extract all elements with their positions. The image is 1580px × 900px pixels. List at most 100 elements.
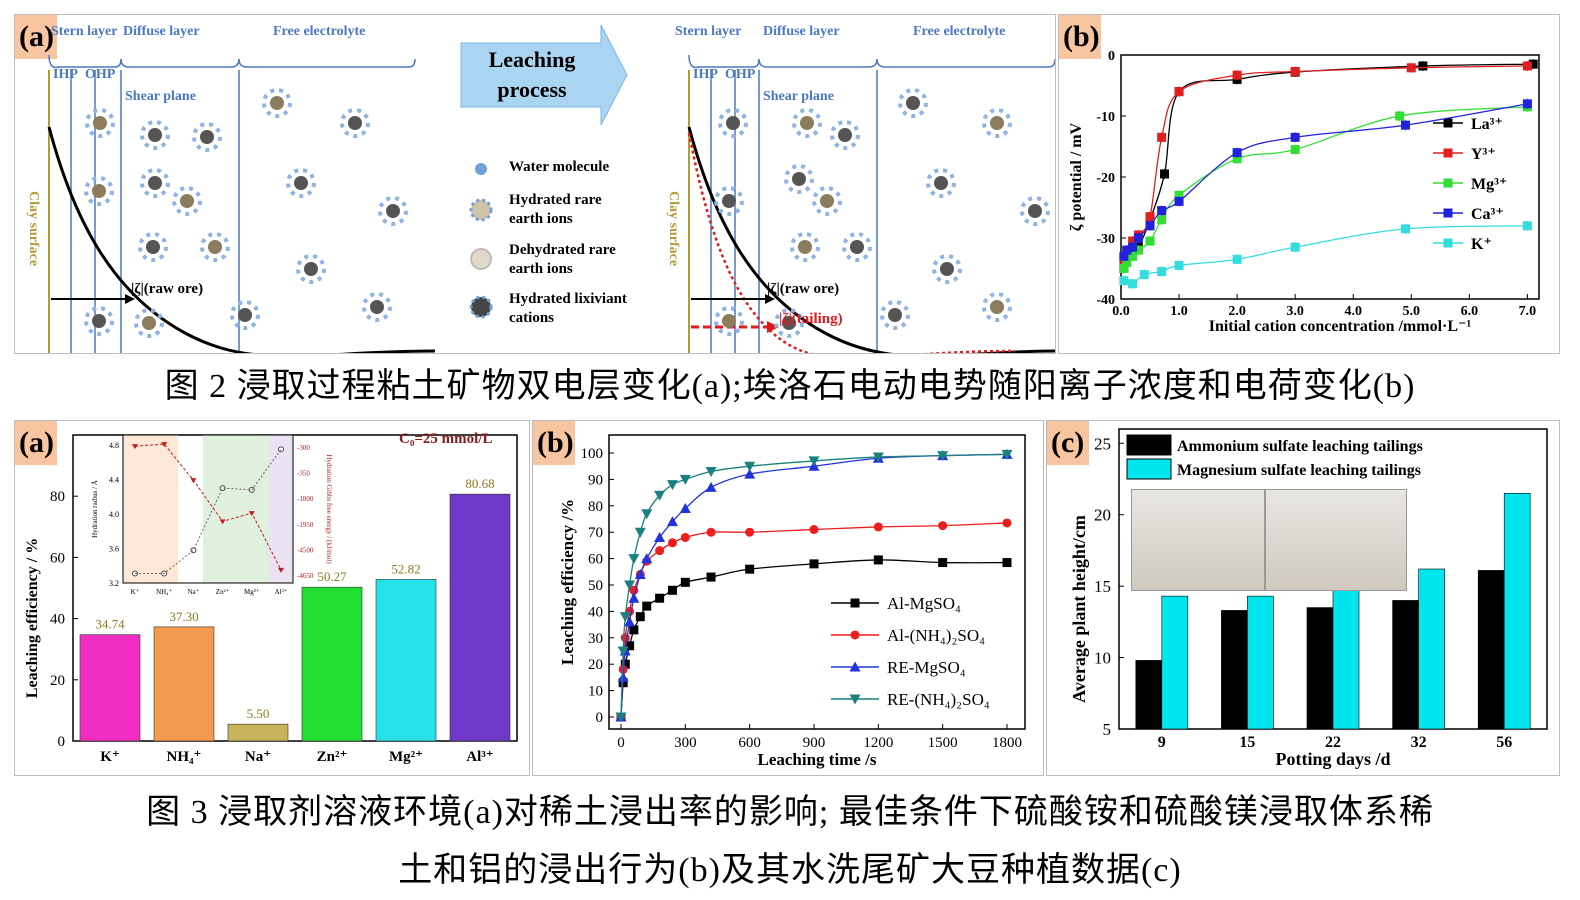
data-point [1119,251,1129,261]
data-point [1119,276,1129,286]
legend-marker [849,694,861,705]
hydration-shell [140,120,170,150]
hydration-shell [718,108,748,138]
bar-1-3 [1418,568,1445,730]
legend-label: La³⁺ [1471,116,1503,133]
hydration-shell [140,168,170,198]
hydration-shell [262,88,292,118]
y-tick-label: 0 [1108,49,1115,64]
data-point [1232,70,1242,80]
ion-core [722,314,736,328]
ion-core [722,194,736,208]
ion-core [370,300,384,314]
y-tick-label: 15 [1094,577,1111,596]
data-point [1522,61,1532,71]
ion-core [838,128,852,142]
legend-label: Magnesium sulfate leaching tailings [1177,462,1421,479]
hydrated-ion-icon [138,232,168,262]
concentration-label: C₀=25 mmol/L [399,431,493,447]
leaching-efficiency-bar-chart: 0 20 40 60 80 Leaching efficiency / % 34.74 K⁺ 3… [24,434,518,765]
legend-marker [850,630,860,640]
hydration-shell [926,168,956,198]
soybean-pot-photo-right [1265,489,1407,591]
hydrated-ion-icon [340,108,370,138]
data-point [1133,245,1143,255]
hydration-shell [790,232,820,262]
legend-label: Al-MgSO₄ [887,594,961,613]
data-point [1122,245,1132,255]
series-3: RE-(NH₄)₂SO₄ [615,449,1013,723]
inset-right-tick: -1950 [297,521,314,529]
data-point [1174,87,1184,97]
y-tick-label: 0 [58,734,66,750]
data-point [706,572,716,582]
bar-0-1 [1221,610,1248,730]
figure3-caption-line1: 图 3 浸取剂溶液环境(a)对稀土浸出率的影响; 最佳条件下硫酸铵和硫酸镁浸取体… [146,794,1434,831]
inset-energy-point [132,444,138,450]
x-tick-label: NH₄⁺ [167,749,202,765]
data-point [629,625,639,635]
x-tick-label: 600 [738,735,761,751]
data-point [1522,99,1532,109]
x-tick-label: 5.0 [1403,304,1421,319]
hydrated-ion-icon [140,120,170,150]
data-point [1002,518,1012,528]
y-tick-label: 60 [588,552,603,568]
legend-label: K⁺ [1471,236,1492,253]
stern-layer-label: Stern layer [51,24,118,39]
inset-left-tick: 3.6 [109,545,119,554]
data-point [615,712,627,723]
hydrated-ion-icon [85,108,115,138]
data-point [808,456,820,467]
inset-radius-line [135,449,282,575]
data-point [620,659,630,669]
series-1: Y³⁺ [1119,60,1532,265]
data-point [1528,59,1538,69]
inset-radius-point [278,446,284,453]
fig3c-tag: (c) [1047,421,1089,465]
clay-surface-label-right: Clay surface [666,191,681,267]
inset-x-label: Zn²⁺ [216,588,230,596]
legend-label: Ca³⁺ [1471,206,1504,223]
data-point [1400,120,1410,130]
inset-right-tick: -4500 [297,546,314,554]
inset-right-tick: -1800 [297,495,314,503]
data-point [620,633,630,643]
bar-value-label: 34.74 [95,617,125,632]
series-3: Ca³⁺ [1119,98,1532,262]
hydration-shell [774,308,804,338]
data-point [1290,242,1300,252]
bar-value-label: 52.82 [391,561,420,576]
x-tick-label: Mg²⁺ [389,749,423,765]
ion-core [782,316,796,330]
data-point [1128,242,1138,252]
data-point [679,502,691,513]
y-tick-label: 50 [588,578,603,594]
bar-0 [79,634,141,742]
legend-label: RE-(NH₄)₂SO₄ [887,690,990,709]
data-point [1174,260,1184,270]
fig2a-diagram [47,24,1055,353]
legend-marker [1443,118,1453,128]
bar-value-label: 80.68 [465,476,494,491]
bar-0-0 [1135,660,1163,730]
hydrated-ion-icon [134,308,164,338]
data-point [1157,132,1167,142]
data-point [655,546,665,556]
leaching-process-arrow: Leaching process [463,45,601,105]
bar-4 [375,579,437,742]
hydrated-ion-icon [714,306,744,336]
ihp-label: IHP [53,67,78,82]
hydrated-ion-icon [830,120,860,150]
data-point [680,577,690,587]
y-axis-label: Leaching efficiency /% [558,499,577,665]
data-point [654,490,666,501]
hydration-shell [192,122,222,152]
data-point [1522,221,1532,231]
bar-1-2 [1332,590,1360,730]
x-axis-label: Leaching time /s [758,750,877,769]
zeta-raw-label-right: |ζ|(raw ore) [767,281,840,297]
hydrated-ion-icon [200,232,230,262]
data-point [1133,233,1143,243]
fig3-panel-c: (c) 5 10 15 20 25 Average plant height/cm Pott… [1046,420,1560,776]
